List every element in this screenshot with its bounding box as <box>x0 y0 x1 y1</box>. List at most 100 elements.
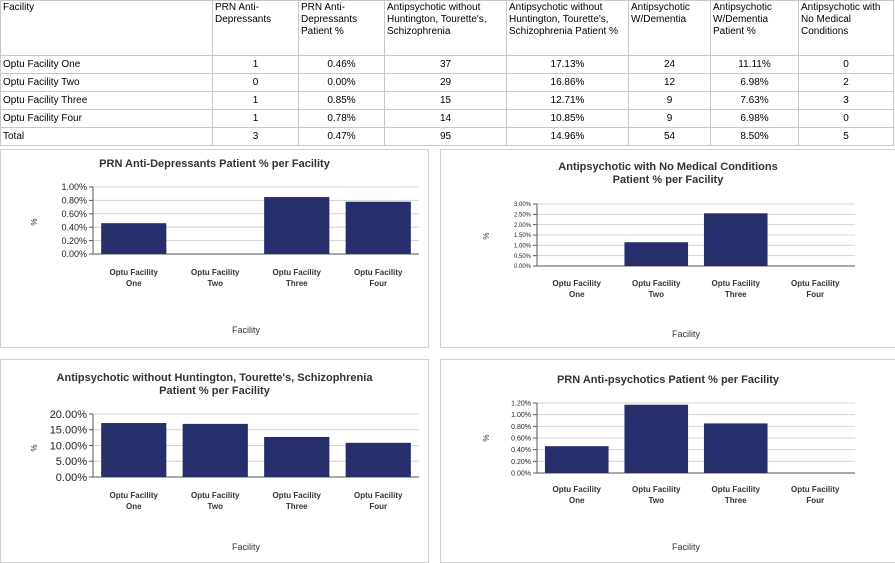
table-cell: 0.85% <box>298 91 385 110</box>
x-category-label: Two <box>208 502 224 511</box>
x-category-label: One <box>126 279 142 288</box>
column-header: PRN Anti-Depressants Patient % <box>298 0 385 56</box>
y-tick-label: 1.00% <box>514 243 532 249</box>
y-tick-label: 0.60% <box>511 435 531 442</box>
x-category-label: Optu Facility <box>632 485 681 494</box>
x-category-label: Three <box>286 502 308 511</box>
table-cell: 24 <box>628 55 711 74</box>
table-cell: 5 <box>798 127 894 146</box>
y-tick-label: 10.00% <box>50 440 88 452</box>
y-tick-label: 1.50% <box>514 233 532 239</box>
bar <box>345 201 411 254</box>
bar <box>264 197 330 254</box>
table-cell: 11.11% <box>710 55 799 74</box>
chart-title: Antipsychotic with No Medical Conditions <box>558 161 777 173</box>
no-medical-conditions-chart: Antipsychotic with No Medical Conditions… <box>481 161 855 339</box>
bar <box>182 423 248 477</box>
table-cell: 16.86% <box>506 73 629 92</box>
chart-title: PRN Anti-psychotics Patient % per Facili… <box>557 374 780 386</box>
x-category-label: Four <box>369 279 387 288</box>
x-category-label: Four <box>806 290 824 299</box>
x-category-label: Two <box>649 290 665 299</box>
antipsychotic-without-chart: Antipsychotic without Huntington, Touret… <box>29 372 419 552</box>
y-tick-label: 5.00% <box>56 456 87 468</box>
table-cell: 9 <box>628 91 711 110</box>
table-cell: 6.98% <box>710 109 799 128</box>
table-cell: 2 <box>798 73 894 92</box>
x-category-label: Three <box>725 290 747 299</box>
y-tick-label: 0.60% <box>61 209 87 219</box>
facility-name-cell: Optu Facility Two <box>0 73 213 92</box>
x-category-label: Two <box>208 279 224 288</box>
table-cell: 1 <box>212 91 299 110</box>
x-category-label: Optu Facility <box>354 491 403 500</box>
bar <box>544 446 609 473</box>
x-category-label: Optu Facility <box>632 279 681 288</box>
prn-antipsychotics-chart: PRN Anti-psychotics Patient % per Facili… <box>481 374 855 552</box>
bar <box>624 242 689 266</box>
table-row: Optu Facility Three 1 0.85% 15 12.71% 9 … <box>0 91 894 110</box>
chart-panel-antipsychotic-without: Antipsychotic without Huntington, Touret… <box>0 359 429 563</box>
table-cell: 54 <box>628 127 711 146</box>
table-cell: 0 <box>212 73 299 92</box>
table-row: Optu Facility Two 0 0.00% 29 16.86% 12 6… <box>0 73 894 92</box>
x-category-label: Optu Facility <box>791 485 840 494</box>
column-header: Antipsychotic without Huntington, Touret… <box>384 0 507 56</box>
x-axis-label: Facility <box>232 325 261 335</box>
facility-summary-table: Facility PRN Anti-Depressants PRN Anti-D… <box>0 0 894 146</box>
y-tick-label: 0.00% <box>61 249 87 259</box>
x-category-label: Optu Facility <box>553 279 602 288</box>
y-tick-label: 0.50% <box>514 254 532 260</box>
column-header: Antipsychotic without Huntington, Touret… <box>506 0 629 56</box>
table-cell: 12 <box>628 73 711 92</box>
total-label-cell: Total <box>0 127 213 146</box>
chart-panel-no-medical-conditions: Antipsychotic with No Medical Conditions… <box>440 149 895 348</box>
x-category-label: Two <box>649 496 665 505</box>
table-cell: 6.98% <box>710 73 799 92</box>
x-category-label: One <box>126 502 142 511</box>
y-tick-label: 1.00% <box>61 182 87 192</box>
x-category-label: Optu Facility <box>553 485 602 494</box>
column-header: PRN Anti-Depressants <box>212 0 299 56</box>
y-axis-label: % <box>29 444 38 451</box>
x-category-label: Optu Facility <box>110 268 159 277</box>
table-cell: 3 <box>212 127 299 146</box>
bar <box>703 423 768 473</box>
chart-title: Patient % per Facility <box>613 174 725 186</box>
x-category-label: Three <box>286 279 308 288</box>
table-row: Optu Facility One 1 0.46% 37 17.13% 24 1… <box>0 55 894 74</box>
x-category-label: Optu Facility <box>273 268 322 277</box>
x-category-label: Three <box>725 496 747 505</box>
table-cell: 15 <box>384 91 507 110</box>
table-cell: 14 <box>384 109 507 128</box>
chart-title: Patient % per Facility <box>159 385 271 397</box>
table-cell: 12.71% <box>506 91 629 110</box>
x-category-label: Four <box>806 496 824 505</box>
y-axis-label: % <box>29 218 38 225</box>
y-axis-label: % <box>481 232 490 239</box>
bar <box>703 213 768 266</box>
table-cell: 14.96% <box>506 127 629 146</box>
y-tick-label: 0.00% <box>56 472 87 484</box>
x-axis-label: Facility <box>672 542 701 552</box>
table-cell: 8.50% <box>710 127 799 146</box>
y-tick-label: 2.00% <box>514 223 532 229</box>
bar <box>345 442 411 477</box>
table-cell: 1 <box>212 109 299 128</box>
table-cell: 7.63% <box>710 91 799 110</box>
facility-name-cell: Optu Facility Three <box>0 91 213 110</box>
bar <box>101 423 167 477</box>
table-cell: 95 <box>384 127 507 146</box>
y-tick-label: 0.20% <box>511 459 531 466</box>
x-category-label: Four <box>369 502 387 511</box>
table-cell: 0 <box>798 109 894 128</box>
x-category-label: Optu Facility <box>354 268 403 277</box>
y-tick-label: 0.80% <box>511 424 531 431</box>
y-tick-label: 2.50% <box>514 212 532 218</box>
table-cell: 3 <box>798 91 894 110</box>
column-header: Antipsychotic W/Dementia <box>628 0 711 56</box>
x-category-label: One <box>569 290 585 299</box>
total-row: Total 3 0.47% 95 14.96% 54 8.50% 5 <box>0 127 894 146</box>
y-tick-label: 0.40% <box>61 222 87 232</box>
table-row: Optu Facility Four 1 0.78% 14 10.85% 9 6… <box>0 109 894 128</box>
